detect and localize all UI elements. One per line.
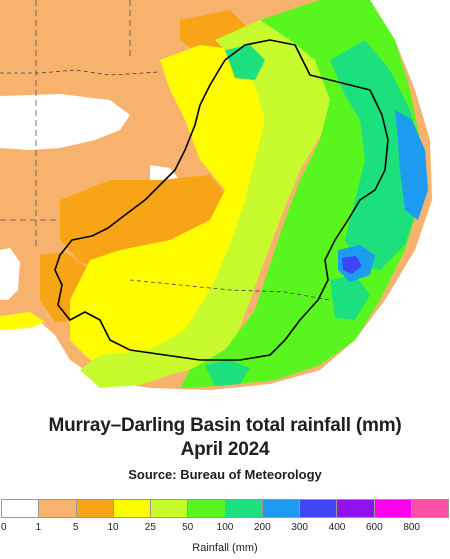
map-title-line1: Murray–Darling Basin total rainfall (mm) <box>48 415 402 436</box>
land-arid-0-1-c <box>0 248 20 300</box>
land-teal-100-200-b <box>225 45 265 80</box>
land-blue-200-300-a <box>395 110 428 220</box>
legend-tick-label: 50 <box>182 522 194 533</box>
basin-boundary <box>54 39 389 361</box>
rainfall-map-svg <box>0 0 432 390</box>
legend-ticks: 0 1 5 10 25 50 100 200 300 400 600 800 <box>0 522 450 536</box>
legend-tick-label: 10 <box>107 522 119 533</box>
land-teal-100-200-c <box>205 360 250 386</box>
legend-colorbar <box>1 499 449 518</box>
land-teal-100-200-d <box>330 275 370 320</box>
legend-swatch <box>113 500 151 517</box>
legend-tick-label: 5 <box>72 522 79 533</box>
legend-swatch <box>374 500 412 517</box>
rainfall-map <box>0 0 432 390</box>
legend-swatch <box>2 500 40 517</box>
land-lime-25-50 <box>80 15 340 388</box>
legend-tick-label: 800 <box>403 522 420 533</box>
legend-swatch <box>76 500 114 517</box>
legend-swatch <box>225 500 263 517</box>
legend-tick-label: 200 <box>253 522 271 533</box>
legend-tick-label: 400 <box>328 522 346 533</box>
state-border <box>0 69 161 76</box>
legend-swatch <box>151 500 189 517</box>
legend-swatch <box>411 500 448 517</box>
land-yellow-10-25-b <box>0 312 45 330</box>
state-border <box>129 279 331 301</box>
land-yellow-10-25 <box>70 45 280 370</box>
legend-tick-label: 300 <box>291 522 308 533</box>
land-arid-0-1-a <box>0 94 130 150</box>
legend-tick-label: 0 <box>1 522 7 533</box>
legend-title: Rainfall (mm) <box>192 542 258 554</box>
legend-swatch <box>337 500 375 517</box>
legend-tick-label: 25 <box>144 522 156 533</box>
legend-swatch <box>39 500 77 517</box>
legend-swatch <box>300 500 338 517</box>
land-blue-300-400 <box>342 256 362 274</box>
legend-swatch <box>262 500 300 517</box>
map-title-line2: April 2024 <box>180 439 270 460</box>
legend-tick-label: 100 <box>216 522 234 533</box>
legend-swatch <box>188 500 226 517</box>
legend-tick-label: 600 <box>365 522 383 533</box>
legend-tick-label: 1 <box>35 522 42 533</box>
map-source: Source: Bureau of Meteorology <box>128 467 322 482</box>
